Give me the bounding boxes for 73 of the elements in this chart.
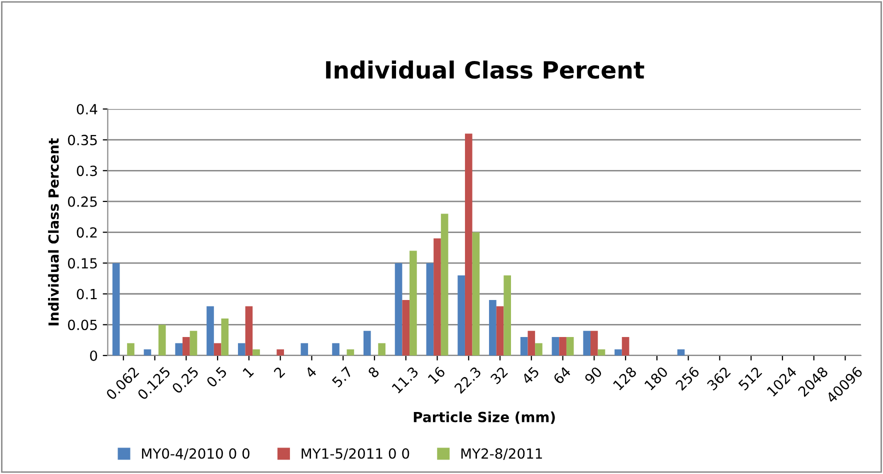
y-tick-label: 0.4 xyxy=(76,104,98,114)
bar xyxy=(552,337,560,356)
y-axis-title: Individual Class Percent xyxy=(48,138,59,326)
bar xyxy=(535,343,542,356)
bar xyxy=(364,330,371,356)
bar xyxy=(245,306,253,356)
bar xyxy=(394,263,402,356)
bar xyxy=(489,300,496,356)
y-tick-label: 0.05 xyxy=(68,320,97,330)
bar xyxy=(158,324,166,356)
bar xyxy=(300,343,308,356)
bar xyxy=(590,330,598,356)
bar xyxy=(276,349,284,356)
bar xyxy=(190,330,198,356)
bar xyxy=(566,337,574,356)
bar xyxy=(252,349,260,356)
bar xyxy=(175,343,183,356)
bar xyxy=(520,337,528,356)
bar xyxy=(206,306,214,356)
bar xyxy=(402,300,410,356)
bar xyxy=(472,232,480,356)
bar xyxy=(332,343,340,356)
y-tick-label: 0.3 xyxy=(76,166,97,176)
bar xyxy=(464,134,472,356)
x-tick-label: 8 xyxy=(367,366,380,378)
bar xyxy=(434,238,441,356)
y-tick-label: 0.1 xyxy=(76,288,97,300)
x-tick-label: 45 xyxy=(521,366,540,385)
legend-label: MY0-4/2010 0 0 xyxy=(142,448,250,460)
x-tick-label: 90 xyxy=(584,366,603,385)
x-tick-label: 128 xyxy=(612,366,638,390)
bar xyxy=(598,349,606,356)
y-tick-label: 0.2 xyxy=(76,227,97,238)
y-tick-label: 0.15 xyxy=(68,258,97,269)
y-tick-label: 0 xyxy=(90,350,98,361)
bar xyxy=(144,349,152,356)
bar xyxy=(528,330,536,356)
x-tick-label: 64 xyxy=(552,366,572,385)
x-tick-label: 32 xyxy=(490,366,508,385)
bar xyxy=(622,337,630,356)
y-tick-label: 0.35 xyxy=(68,134,97,146)
bar xyxy=(583,330,591,356)
bar xyxy=(378,343,386,356)
bar xyxy=(410,250,417,356)
bar xyxy=(127,343,134,356)
bar xyxy=(238,343,246,356)
bar xyxy=(677,349,685,356)
x-axis-title: Particle Size (mm) xyxy=(414,412,555,424)
bar xyxy=(496,306,504,356)
x-tick-label: 1 xyxy=(242,366,254,378)
bar xyxy=(214,343,222,356)
chart-title: Individual Class Percent xyxy=(326,60,644,79)
x-tick-label: 2 xyxy=(273,366,286,378)
x-tick-label: 0.5 xyxy=(206,366,228,388)
x-tick-label: 180 xyxy=(644,366,669,390)
bar xyxy=(221,318,229,356)
bar xyxy=(426,263,434,356)
bar xyxy=(182,337,190,356)
bar xyxy=(614,349,622,356)
bar xyxy=(458,275,465,356)
bar xyxy=(112,263,120,356)
x-tick-label: 512 xyxy=(738,366,762,391)
y-tick-label: 0.25 xyxy=(68,196,97,207)
legend-label: MY1-5/2011 0 0 xyxy=(302,448,410,460)
bar xyxy=(440,214,448,356)
x-tick-label: 16 xyxy=(428,366,446,384)
x-tick-label: 4 xyxy=(304,366,317,378)
bar xyxy=(559,337,566,356)
legend-label: MY2-8/2011 xyxy=(461,448,542,460)
bar xyxy=(346,349,354,356)
x-tick-label: 362 xyxy=(706,366,731,391)
x-tick-label: 5.7 xyxy=(332,366,353,388)
bar xyxy=(504,275,511,356)
